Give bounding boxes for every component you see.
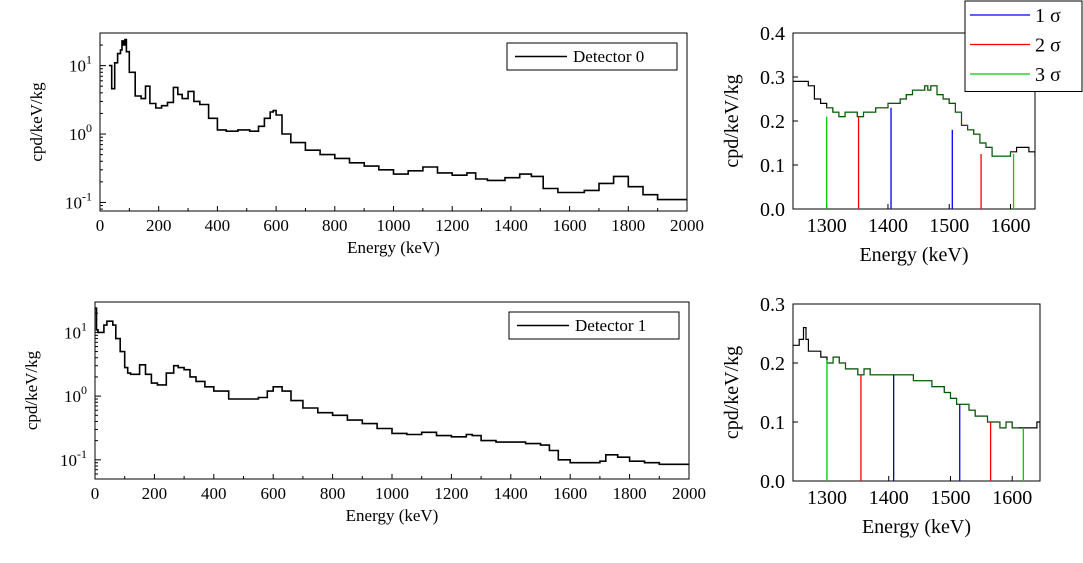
- y-tick-exponent: 1: [86, 53, 92, 67]
- y-tick-label: 0.3: [760, 294, 785, 316]
- x-tick-label: 1600: [553, 216, 587, 235]
- y-tick-base: 10: [65, 193, 82, 212]
- legend-label-1: 2 σ: [1035, 35, 1061, 57]
- y-tick-base: 10: [69, 125, 86, 144]
- y-tick-label: 100: [69, 121, 92, 144]
- y-tick-exponent: 0: [81, 383, 87, 397]
- y-tick-exponent: 0: [86, 121, 92, 135]
- y-tick-label: 0.1: [760, 155, 785, 177]
- x-axis-label: Energy (keV): [346, 506, 439, 525]
- y-tick-label: 0.2: [760, 111, 785, 133]
- y-axis-label: cpd/keV/kg: [721, 346, 743, 439]
- x-tick-label: 1400: [868, 215, 908, 237]
- x-tick-label: 400: [201, 484, 227, 503]
- x-tick-label: 1400: [869, 487, 909, 509]
- series-line-0: [793, 327, 1040, 429]
- legend-label: Detector 1: [575, 316, 646, 335]
- y-tick-label: 100: [64, 383, 87, 406]
- plot-frame: [792, 303, 1041, 482]
- x-axis-label: Energy (keV): [347, 238, 440, 257]
- y-tick-exponent: -1: [82, 189, 92, 203]
- x-tick-label: 2000: [672, 484, 706, 503]
- x-tick-label: 800: [322, 216, 348, 235]
- x-tick-label: 1600: [553, 484, 587, 503]
- panel-zoom-top: 1300 1400 1500 1600 0.0 0.1 0.2 0.3 0.4 Energy (k…: [721, 0, 1083, 266]
- x-tick-label: 1200: [434, 484, 468, 503]
- x-tick-label: 1500: [929, 215, 969, 237]
- y-tick-base: 10: [60, 451, 77, 470]
- x-tick-label: 600: [263, 216, 289, 235]
- y-axis-label: cpd/keV/kg: [27, 82, 46, 162]
- series-overlay: [826, 85, 1011, 157]
- series-line-0: [108, 38, 687, 201]
- y-tick-label: 101: [64, 319, 87, 342]
- x-tick-label: 2000: [670, 216, 704, 235]
- y-tick-label: 10-1: [65, 189, 92, 212]
- x-tick-label: 1600: [990, 215, 1030, 237]
- x-tick-label: 200: [142, 484, 168, 503]
- y-tick-base: 10: [64, 323, 81, 342]
- legend-box: [964, 0, 1083, 92]
- y-tick-label: 0.3: [760, 67, 785, 89]
- x-axis-label: Energy (keV): [862, 516, 971, 538]
- x-tick-label: 1200: [435, 216, 469, 235]
- x-tick-label: 1000: [375, 484, 409, 503]
- y-tick-exponent: -1: [77, 447, 87, 461]
- x-tick-label: 1300: [807, 487, 847, 509]
- x-tick-label: 200: [146, 216, 172, 235]
- x-tick-label: 1800: [611, 216, 645, 235]
- x-tick-label: 1400: [494, 216, 528, 235]
- y-tick-base: 10: [64, 387, 81, 406]
- x-tick-label: 600: [260, 484, 286, 503]
- y-tick-label: 10-1: [60, 447, 87, 470]
- x-tick-label: 1600: [992, 487, 1032, 509]
- x-tick-label: 1400: [494, 484, 528, 503]
- x-tick-label: 1000: [377, 216, 411, 235]
- x-tick-label: 400: [205, 216, 231, 235]
- panel-detector-1: 0 200 400 600 800 1000 1200 1400 1600 1800 200010-…: [22, 301, 706, 525]
- x-tick-label: 800: [320, 484, 346, 503]
- y-axis-label: cpd/keV/kg: [721, 74, 743, 167]
- y-tick-label: 0.0: [760, 471, 785, 493]
- panel-zoom-bottom: 1300 1400 1500 1600 0.0 0.1 0.2 0.3 Energy (keV)…: [721, 294, 1041, 538]
- legend-label-2: 3 σ: [1035, 64, 1061, 86]
- x-axis-label: Energy (keV): [859, 244, 968, 266]
- series-line-0: [793, 80, 1035, 157]
- y-tick-base: 10: [69, 57, 86, 76]
- series-overlay: [827, 356, 1019, 429]
- x-tick-label: 1500: [930, 487, 970, 509]
- y-tick-exponent: 1: [81, 319, 87, 333]
- y-axis-label: cpd/keV/kg: [22, 350, 41, 430]
- y-tick-label: 0.2: [760, 353, 785, 375]
- panel-detector-0: 0 200 400 600 800 1000 1200 1400 1600 1800 200010-…: [27, 32, 704, 257]
- x-tick-label: 1800: [613, 484, 647, 503]
- y-tick-label: 101: [69, 53, 92, 76]
- y-tick-label: 0.1: [760, 412, 785, 434]
- legend-label: Detector 0: [573, 47, 644, 66]
- x-tick-label: 0: [96, 216, 105, 235]
- x-tick-label: 1300: [807, 215, 847, 237]
- series-line-0: [95, 307, 689, 466]
- y-tick-label: 0.0: [760, 199, 785, 221]
- y-tick-label: 0.4: [760, 23, 785, 45]
- x-tick-label: 0: [91, 484, 100, 503]
- legend-label-0: 1 σ: [1035, 5, 1061, 27]
